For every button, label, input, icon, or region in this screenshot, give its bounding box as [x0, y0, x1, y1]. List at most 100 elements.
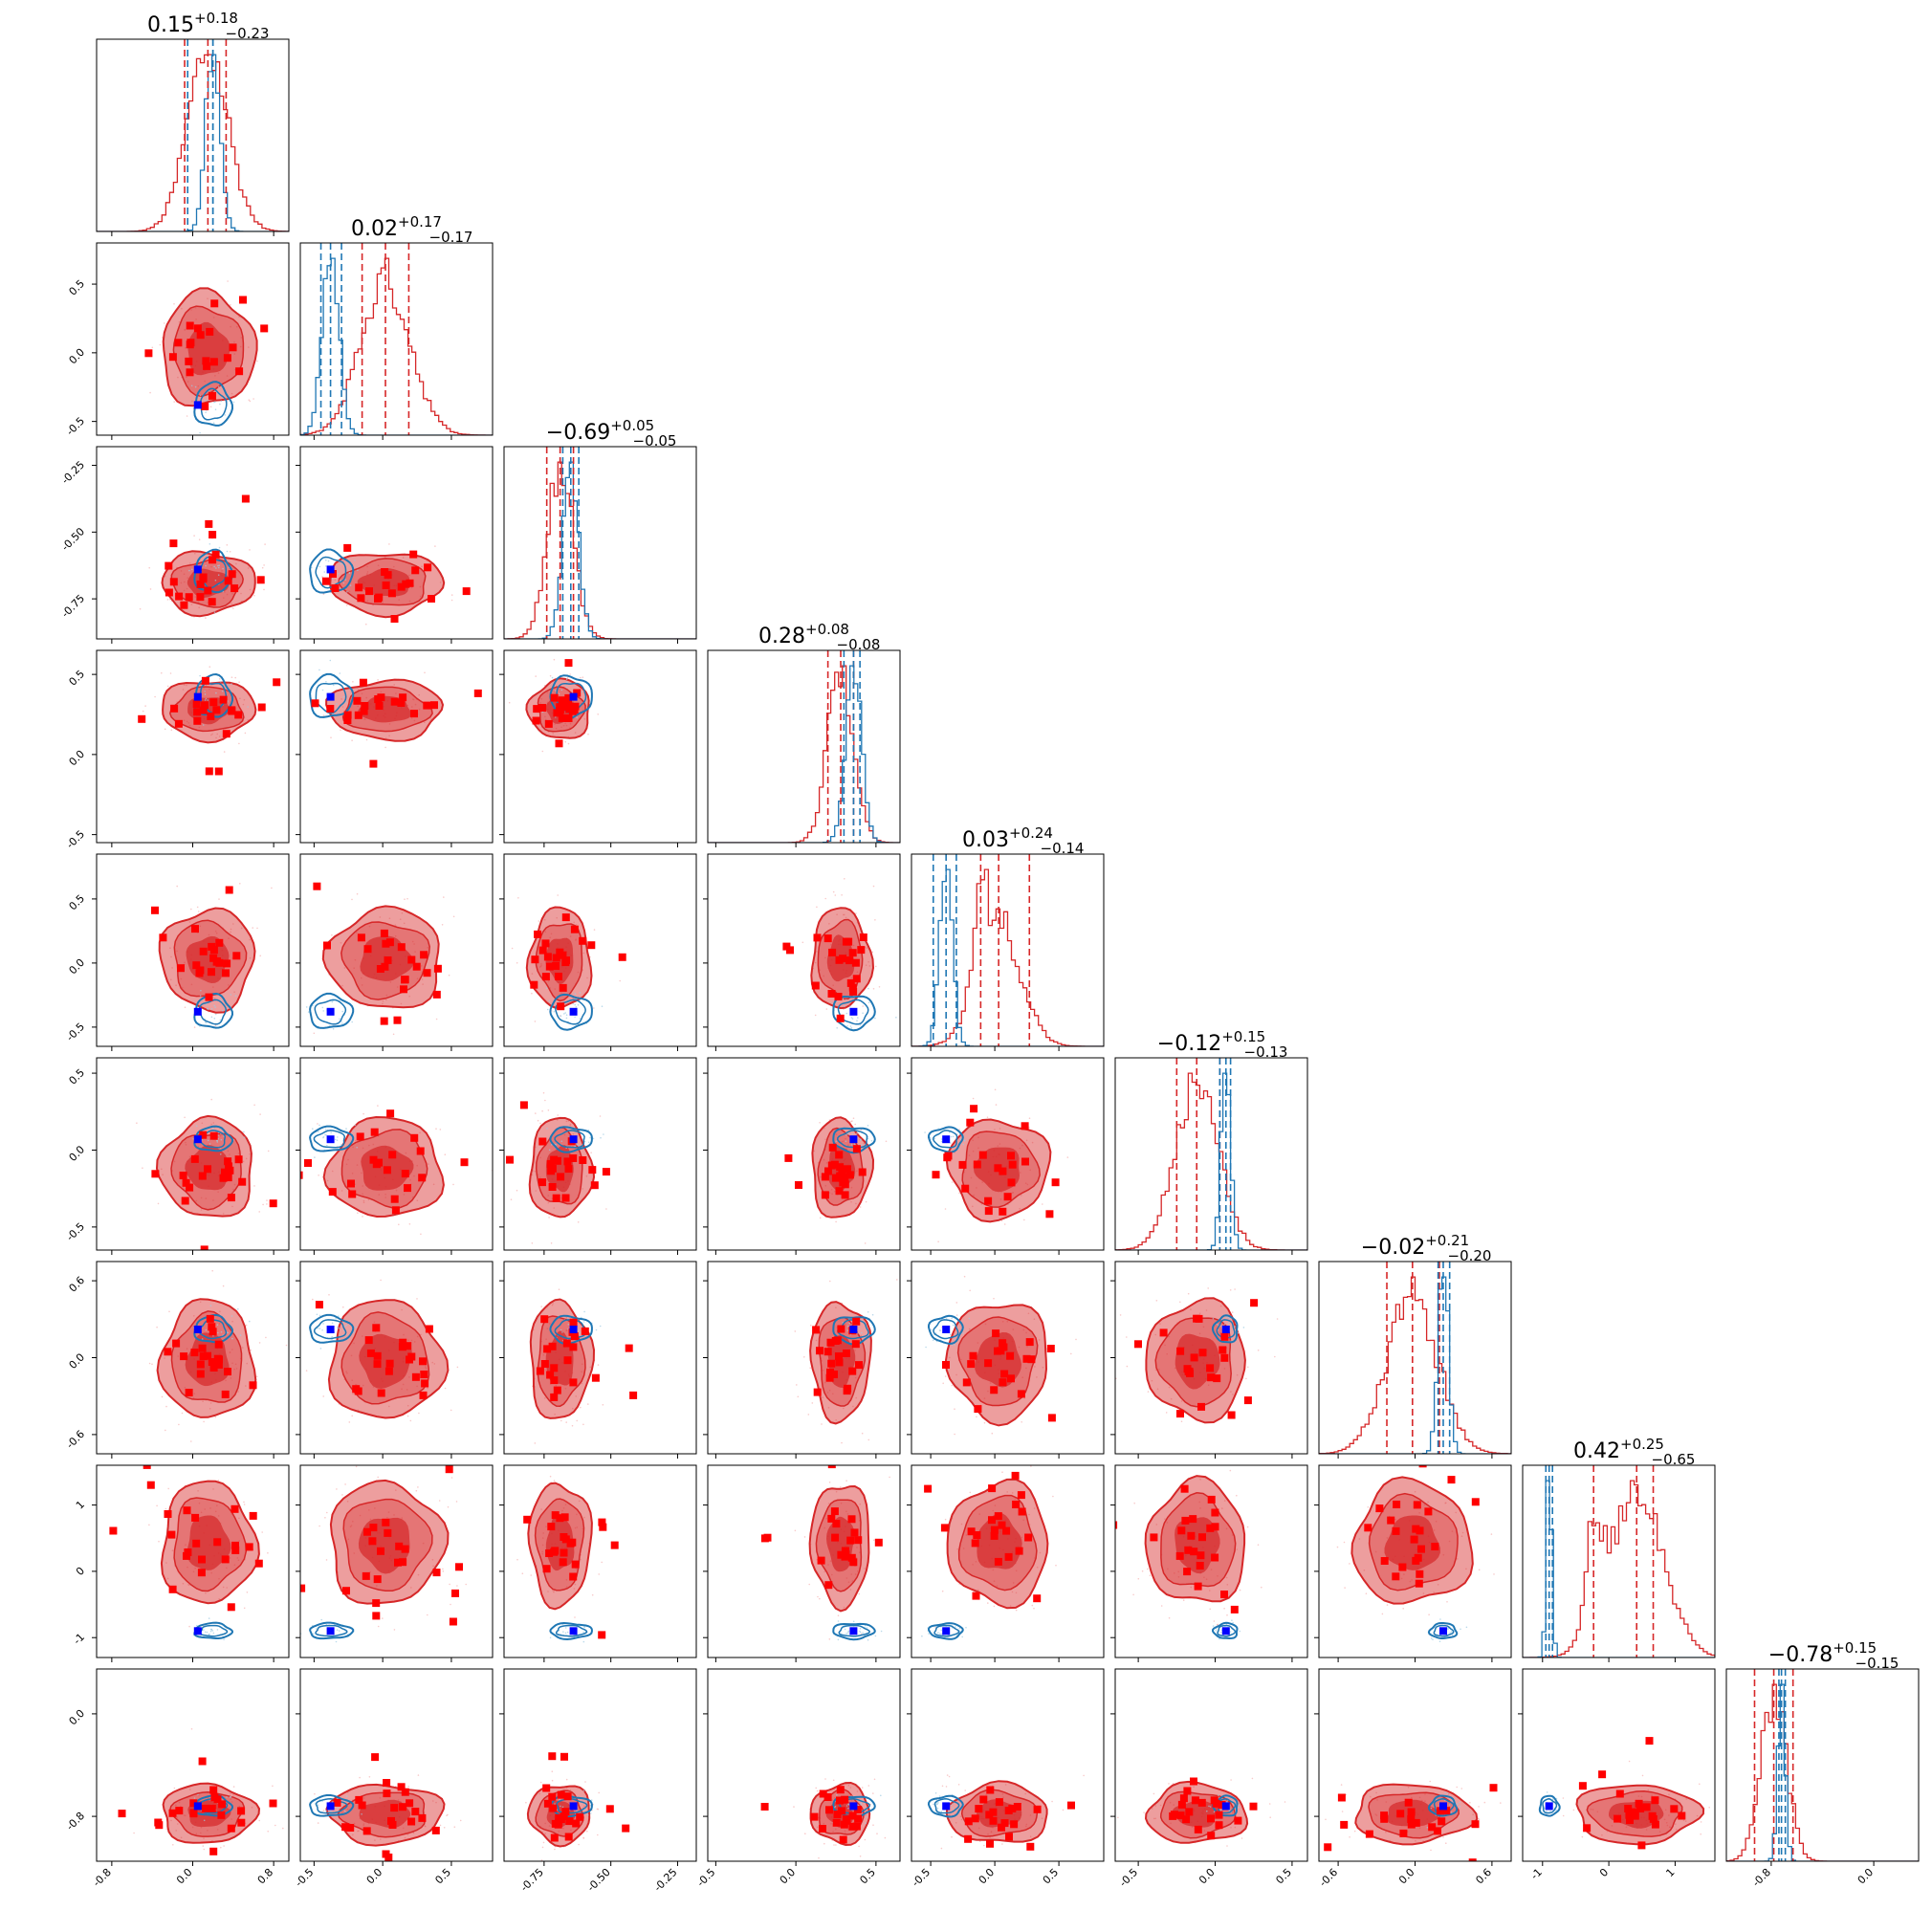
- marker-a-7-4-16: [924, 1484, 933, 1493]
- marker-a-6-3-18: [835, 1352, 843, 1360]
- marker-a-2-1-4: [357, 594, 365, 603]
- marker-a-8-1-14: [341, 1823, 350, 1832]
- marker-a-8-2-21: [548, 1752, 557, 1761]
- marker-a-8-4-9: [1013, 1803, 1021, 1811]
- marker-a-7-0-18: [168, 1585, 177, 1593]
- marker-a-1-0-0: [209, 391, 216, 400]
- marker-a-7-5-10: [1189, 1515, 1197, 1524]
- truth-marker-4-1: [326, 1007, 335, 1016]
- marker-a-7-3-2: [837, 1550, 845, 1559]
- marker-a-6-1-20: [373, 1360, 382, 1369]
- contour-b-outer-7-6: [1427, 1622, 1459, 1639]
- marker-a-6-2-20: [569, 1318, 578, 1327]
- panel-2-0: -0.75 -0.50 -0.25: [59, 446, 290, 644]
- marker-a-7-1-3: [395, 1542, 404, 1550]
- panel-title-2: −0.69+0.05: [546, 417, 654, 445]
- marker-a-8-2-8: [605, 1805, 614, 1813]
- marker-a-7-2-0: [571, 1560, 580, 1569]
- marker-a-4-1-16: [420, 951, 428, 959]
- panel-3-1: [296, 649, 494, 847]
- marker-a-1-0-7: [168, 353, 177, 362]
- marker-a-8-2-6: [563, 1792, 572, 1801]
- marker-a-8-0-10: [269, 1799, 277, 1808]
- marker-a-6-5-7: [1220, 1332, 1229, 1341]
- contour-b-outer-2-1: [309, 548, 355, 594]
- truth-marker-3-0: [193, 692, 202, 701]
- xtick-label-6-1: 0.0: [1396, 1866, 1417, 1887]
- panel-frame-7-7: [1522, 1464, 1716, 1658]
- marker-a-8-7-11: [1637, 1841, 1646, 1850]
- ytick-label-4-2: 0.5: [67, 892, 88, 913]
- marker-a-4-1-17: [313, 882, 321, 890]
- marker-a-8-1-21: [397, 1783, 406, 1791]
- marker-a-1-0-9: [174, 339, 183, 347]
- marker-a-7-4-14: [967, 1527, 976, 1536]
- marker-a-8-0-11: [237, 1818, 246, 1827]
- truth-marker-3-1: [326, 692, 335, 701]
- marker-a-7-3-9: [830, 1507, 839, 1516]
- truth-marker-6-0: [193, 1326, 202, 1333]
- panel-title-4: 0.03+0.24: [962, 824, 1053, 852]
- contour-b-outer-6-2: [549, 1314, 593, 1346]
- marker-a-7-5-0: [1184, 1546, 1193, 1554]
- marker-a-5-1-9: [304, 1159, 312, 1167]
- marker-a-2-0-5: [228, 570, 236, 579]
- marker-a-1-0-16: [206, 327, 214, 336]
- marker-a-6-1-14: [372, 1324, 381, 1332]
- marker-a-6-0-21: [196, 1370, 205, 1378]
- marker-a-5-1-18: [347, 1179, 355, 1188]
- panel-title-minus-2: −0.05: [633, 432, 677, 450]
- marker-a-7-3-0: [854, 1536, 863, 1545]
- marker-a-8-1-6: [407, 1817, 416, 1826]
- marker-a-8-3-7: [832, 1818, 841, 1827]
- panel-4-3: [703, 853, 901, 1051]
- marker-a-8-2-20: [551, 1819, 560, 1828]
- marker-a-7-3-21: [827, 1465, 836, 1469]
- marker-a-8-7-20: [1625, 1811, 1634, 1819]
- contour-b-inner-6-1: [313, 1319, 347, 1340]
- marker-a-6-2-18: [543, 1345, 552, 1353]
- truth-marker-7-3: [849, 1627, 858, 1636]
- marker-a-6-2-16: [563, 1356, 572, 1365]
- contour-b-inner-8-2: [556, 1798, 588, 1814]
- truth-marker-8-4: [942, 1802, 951, 1811]
- marker-a-6-2-2: [562, 1339, 571, 1348]
- marker-a-8-4-21: [1008, 1805, 1017, 1812]
- truth-marker-8-6: [1439, 1802, 1447, 1811]
- marker-a-8-7-16: [1636, 1805, 1645, 1812]
- panel-3-0: -0.5 0.0 0.5: [64, 649, 300, 851]
- panel-frame-3-3: [707, 649, 901, 844]
- marker-a-8-7-13: [1614, 1814, 1622, 1823]
- marker-a-8-7-17: [1626, 1816, 1634, 1825]
- marker-a-7-5-15: [1196, 1562, 1204, 1570]
- panel-5-2: [499, 1057, 697, 1255]
- marker-a-3-1-17: [343, 711, 352, 719]
- marker-a-8-1-13: [406, 1799, 414, 1808]
- panel-title-minus-1: −0.17: [429, 229, 473, 246]
- panel-frame-8-2: [503, 1668, 697, 1862]
- marker-a-3-0-13: [293, 721, 300, 729]
- marker-a-7-2-17: [568, 1538, 577, 1547]
- marker-a-5-4-19: [999, 1207, 1007, 1216]
- ytick-label-3-0: -0.5: [64, 828, 87, 851]
- marker-a-6-0-11: [214, 1360, 223, 1369]
- marker-a-8-7-15: [1635, 1799, 1643, 1808]
- panel-frame-2-2: [503, 446, 697, 640]
- marker-a-4-3-0: [846, 978, 855, 987]
- xtick-label-5-1: 0.0: [1197, 1866, 1218, 1887]
- marker-a-3-1-12: [397, 699, 406, 707]
- marker-a-2-0-12: [185, 593, 193, 602]
- marker-a-2-0-14: [209, 556, 217, 564]
- ytick-label-2-1: -0.50: [59, 525, 87, 553]
- marker-a-8-7-7: [1719, 1818, 1726, 1826]
- contour-b-outer-6-3: [832, 1316, 876, 1346]
- marker-a-1-0-17: [223, 354, 231, 362]
- marker-a-6-5-13: [1159, 1328, 1168, 1337]
- marker-a-5-2-10: [550, 1155, 559, 1164]
- marker-a-4-2-15: [531, 955, 539, 964]
- marker-a-3-1-5: [311, 699, 319, 708]
- marker-a-4-3-7: [782, 942, 791, 951]
- marker-a-5-0-19: [186, 1183, 194, 1192]
- marker-a-6-0-7: [190, 1349, 199, 1357]
- marker-a-7-5-8: [1115, 1521, 1118, 1529]
